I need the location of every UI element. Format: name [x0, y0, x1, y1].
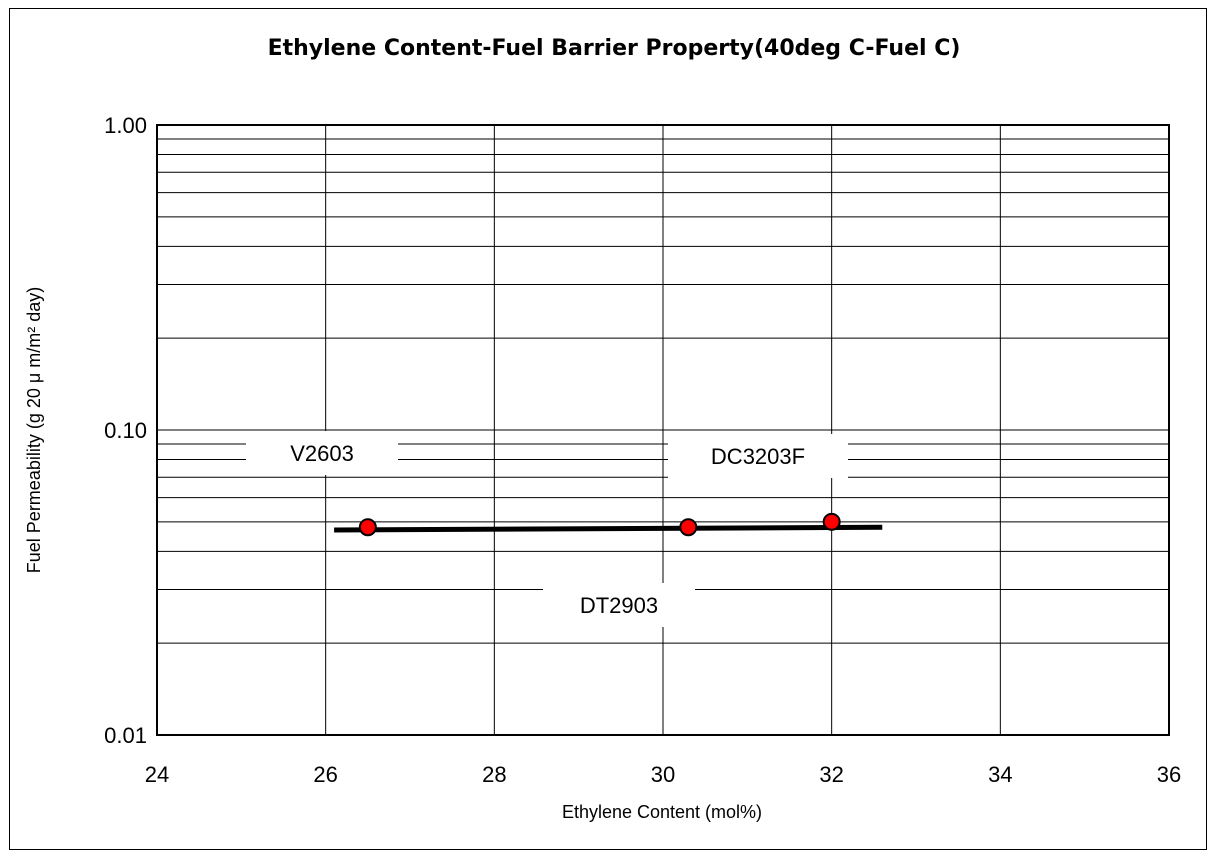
trend-line	[334, 524, 883, 533]
x-tick-label: 30	[651, 762, 675, 787]
point-label: V2603	[290, 441, 354, 466]
y-tick-label: 1.00	[104, 113, 147, 138]
chart-title: Ethylene Content-Fuel Barrier Property(4…	[268, 36, 961, 61]
y-tick-label: 0.01	[104, 723, 147, 748]
data-point	[822, 512, 841, 531]
data-point	[679, 518, 698, 537]
point-label-box	[543, 583, 695, 627]
series: V2603 DT2903 DC3203F	[290, 441, 883, 618]
x-tick-label: 32	[819, 762, 843, 787]
label-boxes	[246, 431, 848, 627]
x-tick-label: 24	[145, 762, 169, 787]
x-tick-label: 36	[1157, 762, 1181, 787]
point-label-box	[246, 431, 398, 475]
point-label: DT2903	[580, 593, 658, 618]
data-point	[358, 518, 377, 537]
x-tick-label: 26	[313, 762, 337, 787]
y-tick-label: 0.10	[104, 418, 147, 443]
grid	[157, 124, 1169, 736]
x-tick-label: 34	[988, 762, 1012, 787]
point-label-box	[668, 434, 848, 478]
x-axis-label: Ethylene Content (mol%)	[562, 802, 762, 822]
x-tick-label: 28	[482, 762, 506, 787]
y-axis-label: Fuel Permeability (g 20 μ m/m² day)	[24, 287, 44, 573]
point-label: DC3203F	[711, 444, 805, 469]
plot-area	[156, 124, 1170, 736]
chart-frame	[9, 8, 1207, 850]
tick-labels: 24 26 28 30 32 34 36 0.01 0.10 1.00	[104, 113, 1181, 787]
